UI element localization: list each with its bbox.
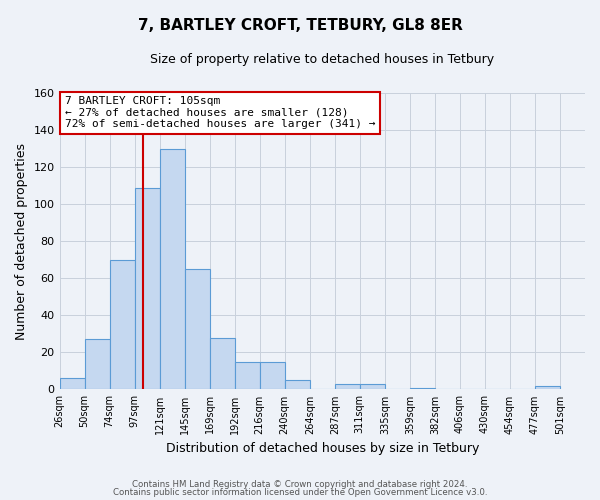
Bar: [235, 362, 260, 390]
Text: 7 BARTLEY CROFT: 105sqm
← 27% of detached houses are smaller (128)
72% of semi-d: 7 BARTLEY CROFT: 105sqm ← 27% of detache…: [65, 96, 375, 129]
Bar: [209, 338, 235, 390]
Bar: [260, 362, 285, 390]
Title: Size of property relative to detached houses in Tetbury: Size of property relative to detached ho…: [150, 52, 494, 66]
Bar: [185, 269, 209, 390]
Bar: [134, 188, 160, 390]
Text: 7, BARTLEY CROFT, TETBURY, GL8 8ER: 7, BARTLEY CROFT, TETBURY, GL8 8ER: [137, 18, 463, 32]
Text: Contains public sector information licensed under the Open Government Licence v3: Contains public sector information licen…: [113, 488, 487, 497]
Bar: [110, 260, 134, 390]
Bar: [535, 386, 560, 390]
X-axis label: Distribution of detached houses by size in Tetbury: Distribution of detached houses by size …: [166, 442, 479, 455]
Bar: [410, 388, 435, 390]
Bar: [59, 378, 85, 390]
Bar: [285, 380, 310, 390]
Bar: [360, 384, 385, 390]
Y-axis label: Number of detached properties: Number of detached properties: [15, 142, 28, 340]
Bar: [85, 340, 110, 390]
Bar: [335, 384, 360, 390]
Bar: [160, 148, 185, 390]
Text: Contains HM Land Registry data © Crown copyright and database right 2024.: Contains HM Land Registry data © Crown c…: [132, 480, 468, 489]
